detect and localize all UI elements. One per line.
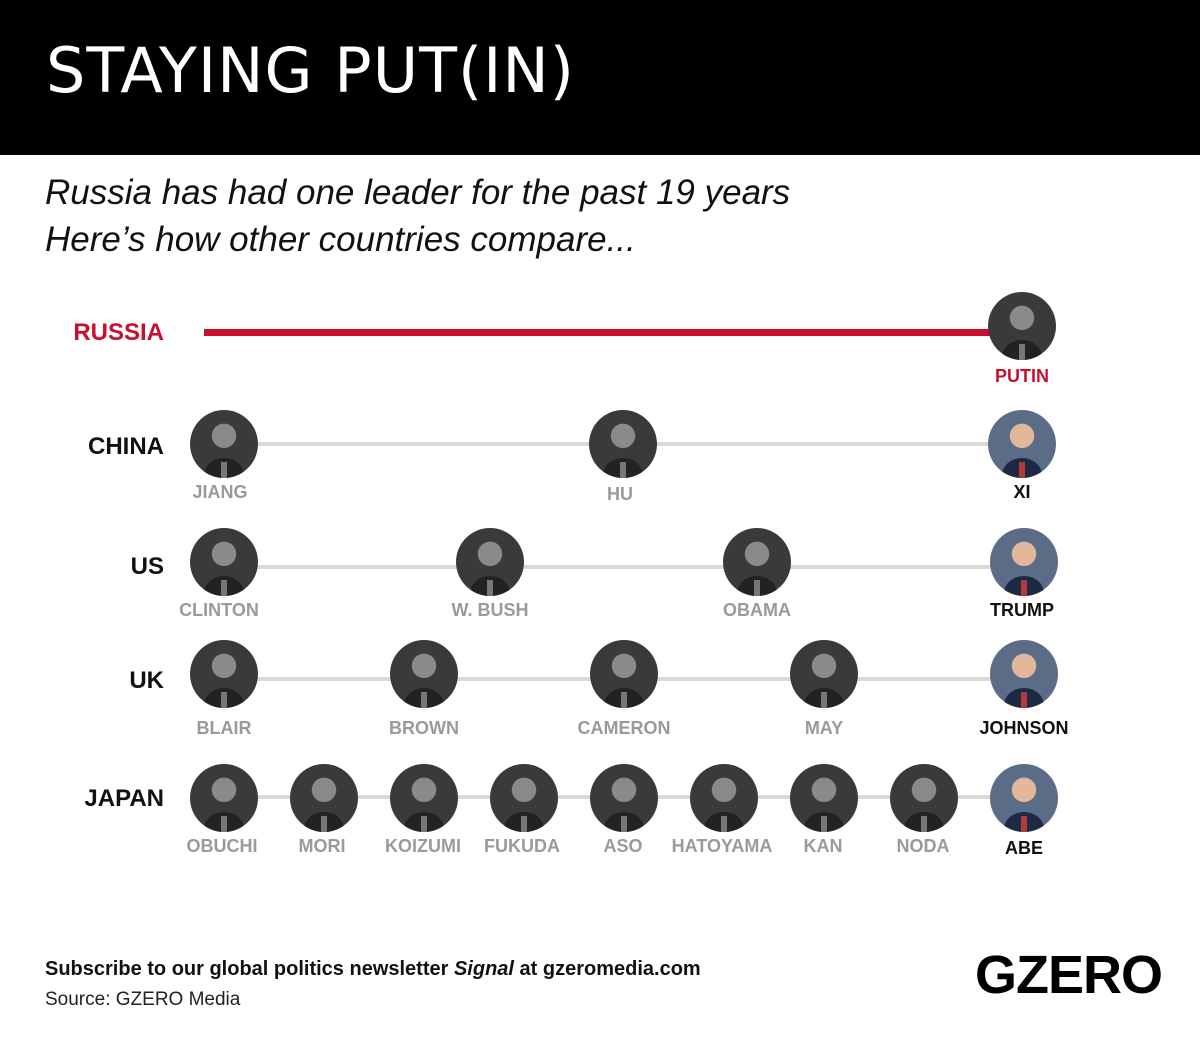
leader-name-mori: MORI xyxy=(298,836,346,856)
country-label-uk: UK xyxy=(129,667,164,694)
portrait-hu xyxy=(589,410,657,478)
leader-name-xi: XI xyxy=(1013,482,1031,502)
portrait-mori xyxy=(290,764,358,832)
leader-name-may: MAY xyxy=(804,718,844,738)
timeline-russia xyxy=(204,329,1022,336)
country-label-japan: JAPAN xyxy=(84,785,164,812)
leader-name-brown: BROWN xyxy=(389,718,459,738)
portrait-obuchi xyxy=(190,764,258,832)
gzero-logo: GZERO xyxy=(975,945,1163,1005)
leader-name-aso: ASO xyxy=(603,836,643,856)
country-label-russia: RUSSIA xyxy=(73,319,164,346)
newsletter-name: Signal xyxy=(453,958,514,980)
portrait-w-bush xyxy=(456,528,524,596)
leader-name-putin: PUTIN xyxy=(995,366,1049,386)
portrait-fukuda xyxy=(490,764,558,832)
portrait-blair xyxy=(190,640,258,708)
header-bar: STAYING PUT(IN) xyxy=(0,0,1200,155)
leader-name-cameron: CAMERON xyxy=(577,718,671,738)
subscribe-prefix: Subscribe to our global politics newslet… xyxy=(45,958,454,980)
portrait-koizumi xyxy=(390,764,458,832)
subtitle-line-1: Russia has had one leader for the past 1… xyxy=(45,173,791,212)
leader-name-blair: BLAIR xyxy=(196,718,252,738)
leader-name-fukuda: FUKUDA xyxy=(484,836,560,856)
portrait-johnson xyxy=(990,640,1058,708)
portrait-xi xyxy=(988,410,1056,478)
leader-name-jiang: JIANG xyxy=(192,482,248,502)
subscribe-line: Subscribe to our global politics newslet… xyxy=(45,958,701,981)
portrait-hatoyama xyxy=(690,764,758,832)
leader-name-hatoyama: HATOYAMA xyxy=(671,836,773,856)
leader-name-obuchi: OBUCHI xyxy=(186,836,258,856)
portrait-jiang xyxy=(190,410,258,478)
page-title: STAYING PUT(IN) xyxy=(46,34,575,107)
leader-name-noda: NODA xyxy=(896,836,950,856)
portrait-clinton xyxy=(190,528,258,596)
leader-name-koizumi: KOIZUMI xyxy=(385,836,461,856)
leader-name-abe: ABE xyxy=(1004,838,1043,858)
leader-name-w-bush: W. BUSH xyxy=(451,600,529,620)
subtitle-line-2: Here’s how other countries compare... xyxy=(45,220,636,259)
subscribe-suffix: at gzeromedia.com xyxy=(513,958,701,980)
leader-name-hu: HU xyxy=(607,484,633,504)
portrait-trump xyxy=(990,528,1058,596)
portrait-aso xyxy=(590,764,658,832)
portrait-brown xyxy=(390,640,458,708)
portrait-abe xyxy=(990,764,1058,832)
leader-name-johnson: JOHNSON xyxy=(979,718,1069,738)
country-label-us: US xyxy=(130,553,164,580)
portrait-cameron xyxy=(590,640,658,708)
source-note: Source: GZERO Media xyxy=(45,989,241,1010)
portrait-putin xyxy=(988,292,1056,360)
timeline-us xyxy=(224,565,1024,569)
portrait-noda xyxy=(890,764,958,832)
leader-name-obama: OBAMA xyxy=(723,600,791,620)
portrait-kan xyxy=(790,764,858,832)
portrait-obama xyxy=(723,528,791,596)
leader-name-clinton: CLINTON xyxy=(179,600,259,620)
country-label-china: CHINA xyxy=(88,433,164,460)
leader-name-kan: KAN xyxy=(803,836,843,856)
leader-name-trump: TRUMP xyxy=(990,600,1054,620)
portrait-may xyxy=(790,640,858,708)
